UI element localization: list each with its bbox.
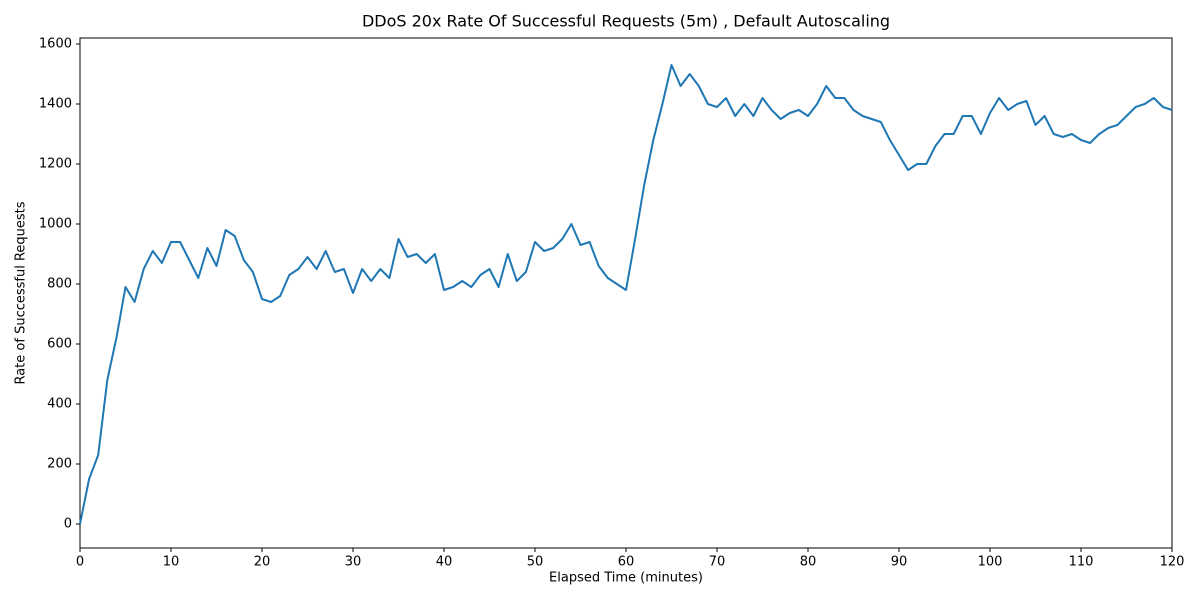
y-tick-label: 1400 bbox=[39, 97, 72, 112]
x-tick-label: 20 bbox=[254, 555, 271, 570]
x-tick-label: 0 bbox=[76, 555, 84, 570]
y-axis-label: Rate of Successful Requests bbox=[14, 201, 29, 384]
y-tick-label: 0 bbox=[64, 517, 72, 532]
plot-frame bbox=[79, 37, 1173, 549]
y-tick-label: 800 bbox=[47, 277, 72, 292]
x-tick-label: 60 bbox=[618, 555, 635, 570]
x-tick-label: 40 bbox=[436, 555, 453, 570]
x-tick-label: 70 bbox=[709, 555, 726, 570]
y-tick-label: 1600 bbox=[39, 37, 72, 52]
x-tick-label: 50 bbox=[527, 555, 544, 570]
x-tick-label: 120 bbox=[1160, 555, 1185, 570]
x-tick-label: 100 bbox=[978, 555, 1003, 570]
y-tick-label: 1200 bbox=[39, 157, 72, 172]
data-line bbox=[79, 64, 1173, 525]
y-tick-label: 200 bbox=[47, 457, 72, 472]
x-tick-label: 10 bbox=[163, 555, 180, 570]
x-tick-label: 110 bbox=[1069, 555, 1094, 570]
x-tick-label: 80 bbox=[800, 555, 817, 570]
y-tick-label: 600 bbox=[47, 337, 72, 352]
x-axis-label: Elapsed Time (minutes) bbox=[549, 571, 703, 586]
x-tick-label: 30 bbox=[345, 555, 362, 570]
chart-title: DDoS 20x Rate Of Successful Requests (5m… bbox=[362, 12, 890, 31]
y-tick-label: 1000 bbox=[39, 217, 72, 232]
x-tick-label: 90 bbox=[891, 555, 908, 570]
y-tick-label: 400 bbox=[47, 397, 72, 412]
